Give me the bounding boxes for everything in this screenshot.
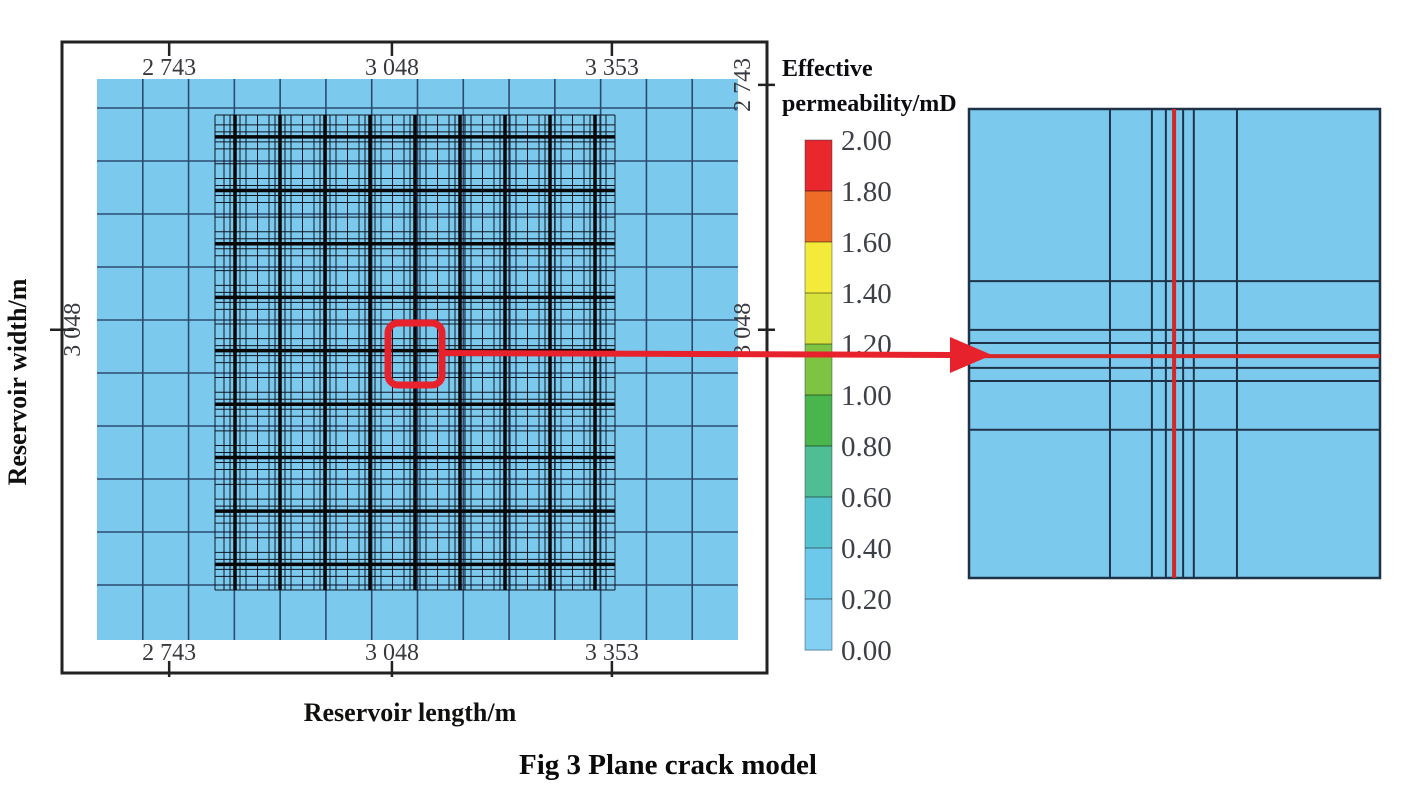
reservoir-grid-plot: 2 743 2 743 3 048 3 048 3 353 3 353 2 743 3 048… bbox=[50, 40, 775, 677]
colorbar-tick-label: 0.00 bbox=[841, 635, 892, 667]
colorbar-tick-label: 0.40 bbox=[841, 533, 892, 565]
colorbar-segment bbox=[805, 293, 832, 345]
colorbar-tick-label: 0.80 bbox=[841, 431, 892, 463]
colorbar-segment bbox=[805, 242, 832, 294]
colorbar-segment bbox=[805, 497, 832, 549]
colorbar-segment bbox=[805, 140, 832, 192]
y-tick-label-right: 3 048 bbox=[730, 303, 756, 357]
y-tick-label-right: 2 743 bbox=[730, 58, 756, 112]
crack-intersection-inset bbox=[967, 107, 1382, 580]
colorbar-segment bbox=[805, 599, 832, 651]
x-tick-label-bottom: 3 353 bbox=[585, 640, 639, 666]
zoom-arrow-shaft bbox=[439, 350, 953, 358]
colorbar-segment bbox=[805, 395, 832, 447]
y-axis-title: Reservoir width/m bbox=[3, 278, 32, 485]
x-tick-label-top: 3 353 bbox=[585, 55, 639, 81]
x-tick-label-bottom: 3 048 bbox=[365, 640, 419, 666]
colorbar-tick-label: 0.60 bbox=[841, 482, 892, 514]
colorbar-tick-label: 1.00 bbox=[841, 380, 892, 412]
zoom-arrow-head bbox=[950, 337, 992, 373]
x-axis-title: Reservoir length/m bbox=[304, 698, 517, 727]
colorbar-segment bbox=[805, 191, 832, 243]
x-tick-label-top: 2 743 bbox=[142, 55, 196, 81]
colorbar-tick-label: 1.80 bbox=[841, 176, 892, 208]
colorbar-tick-label: 1.60 bbox=[841, 227, 892, 259]
colorbar-title-line1: Effective bbox=[782, 56, 873, 82]
colorbar-segment bbox=[805, 548, 832, 600]
zoom-annotation bbox=[384, 319, 992, 389]
colorbar-tick-label: 2.00 bbox=[841, 125, 892, 157]
colorbar-segment bbox=[805, 446, 832, 498]
colorbar-outline bbox=[804, 139, 833, 651]
colorbar-tick-label: 1.40 bbox=[841, 278, 892, 310]
x-tick-label-bottom: 2 743 bbox=[142, 640, 196, 666]
colorbar-tick-label: 0.20 bbox=[841, 584, 892, 616]
figure-caption: Fig 3 Plane crack model bbox=[519, 749, 817, 781]
y-tick-label-left: 3 048 bbox=[60, 303, 86, 357]
colorbar-legend: 2.001.801.601.401.201.000.800.600.400.20… bbox=[804, 125, 892, 667]
x-tick-label-top: 3 048 bbox=[365, 55, 419, 81]
colorbar-title-line2: permeability/mD bbox=[782, 91, 957, 117]
